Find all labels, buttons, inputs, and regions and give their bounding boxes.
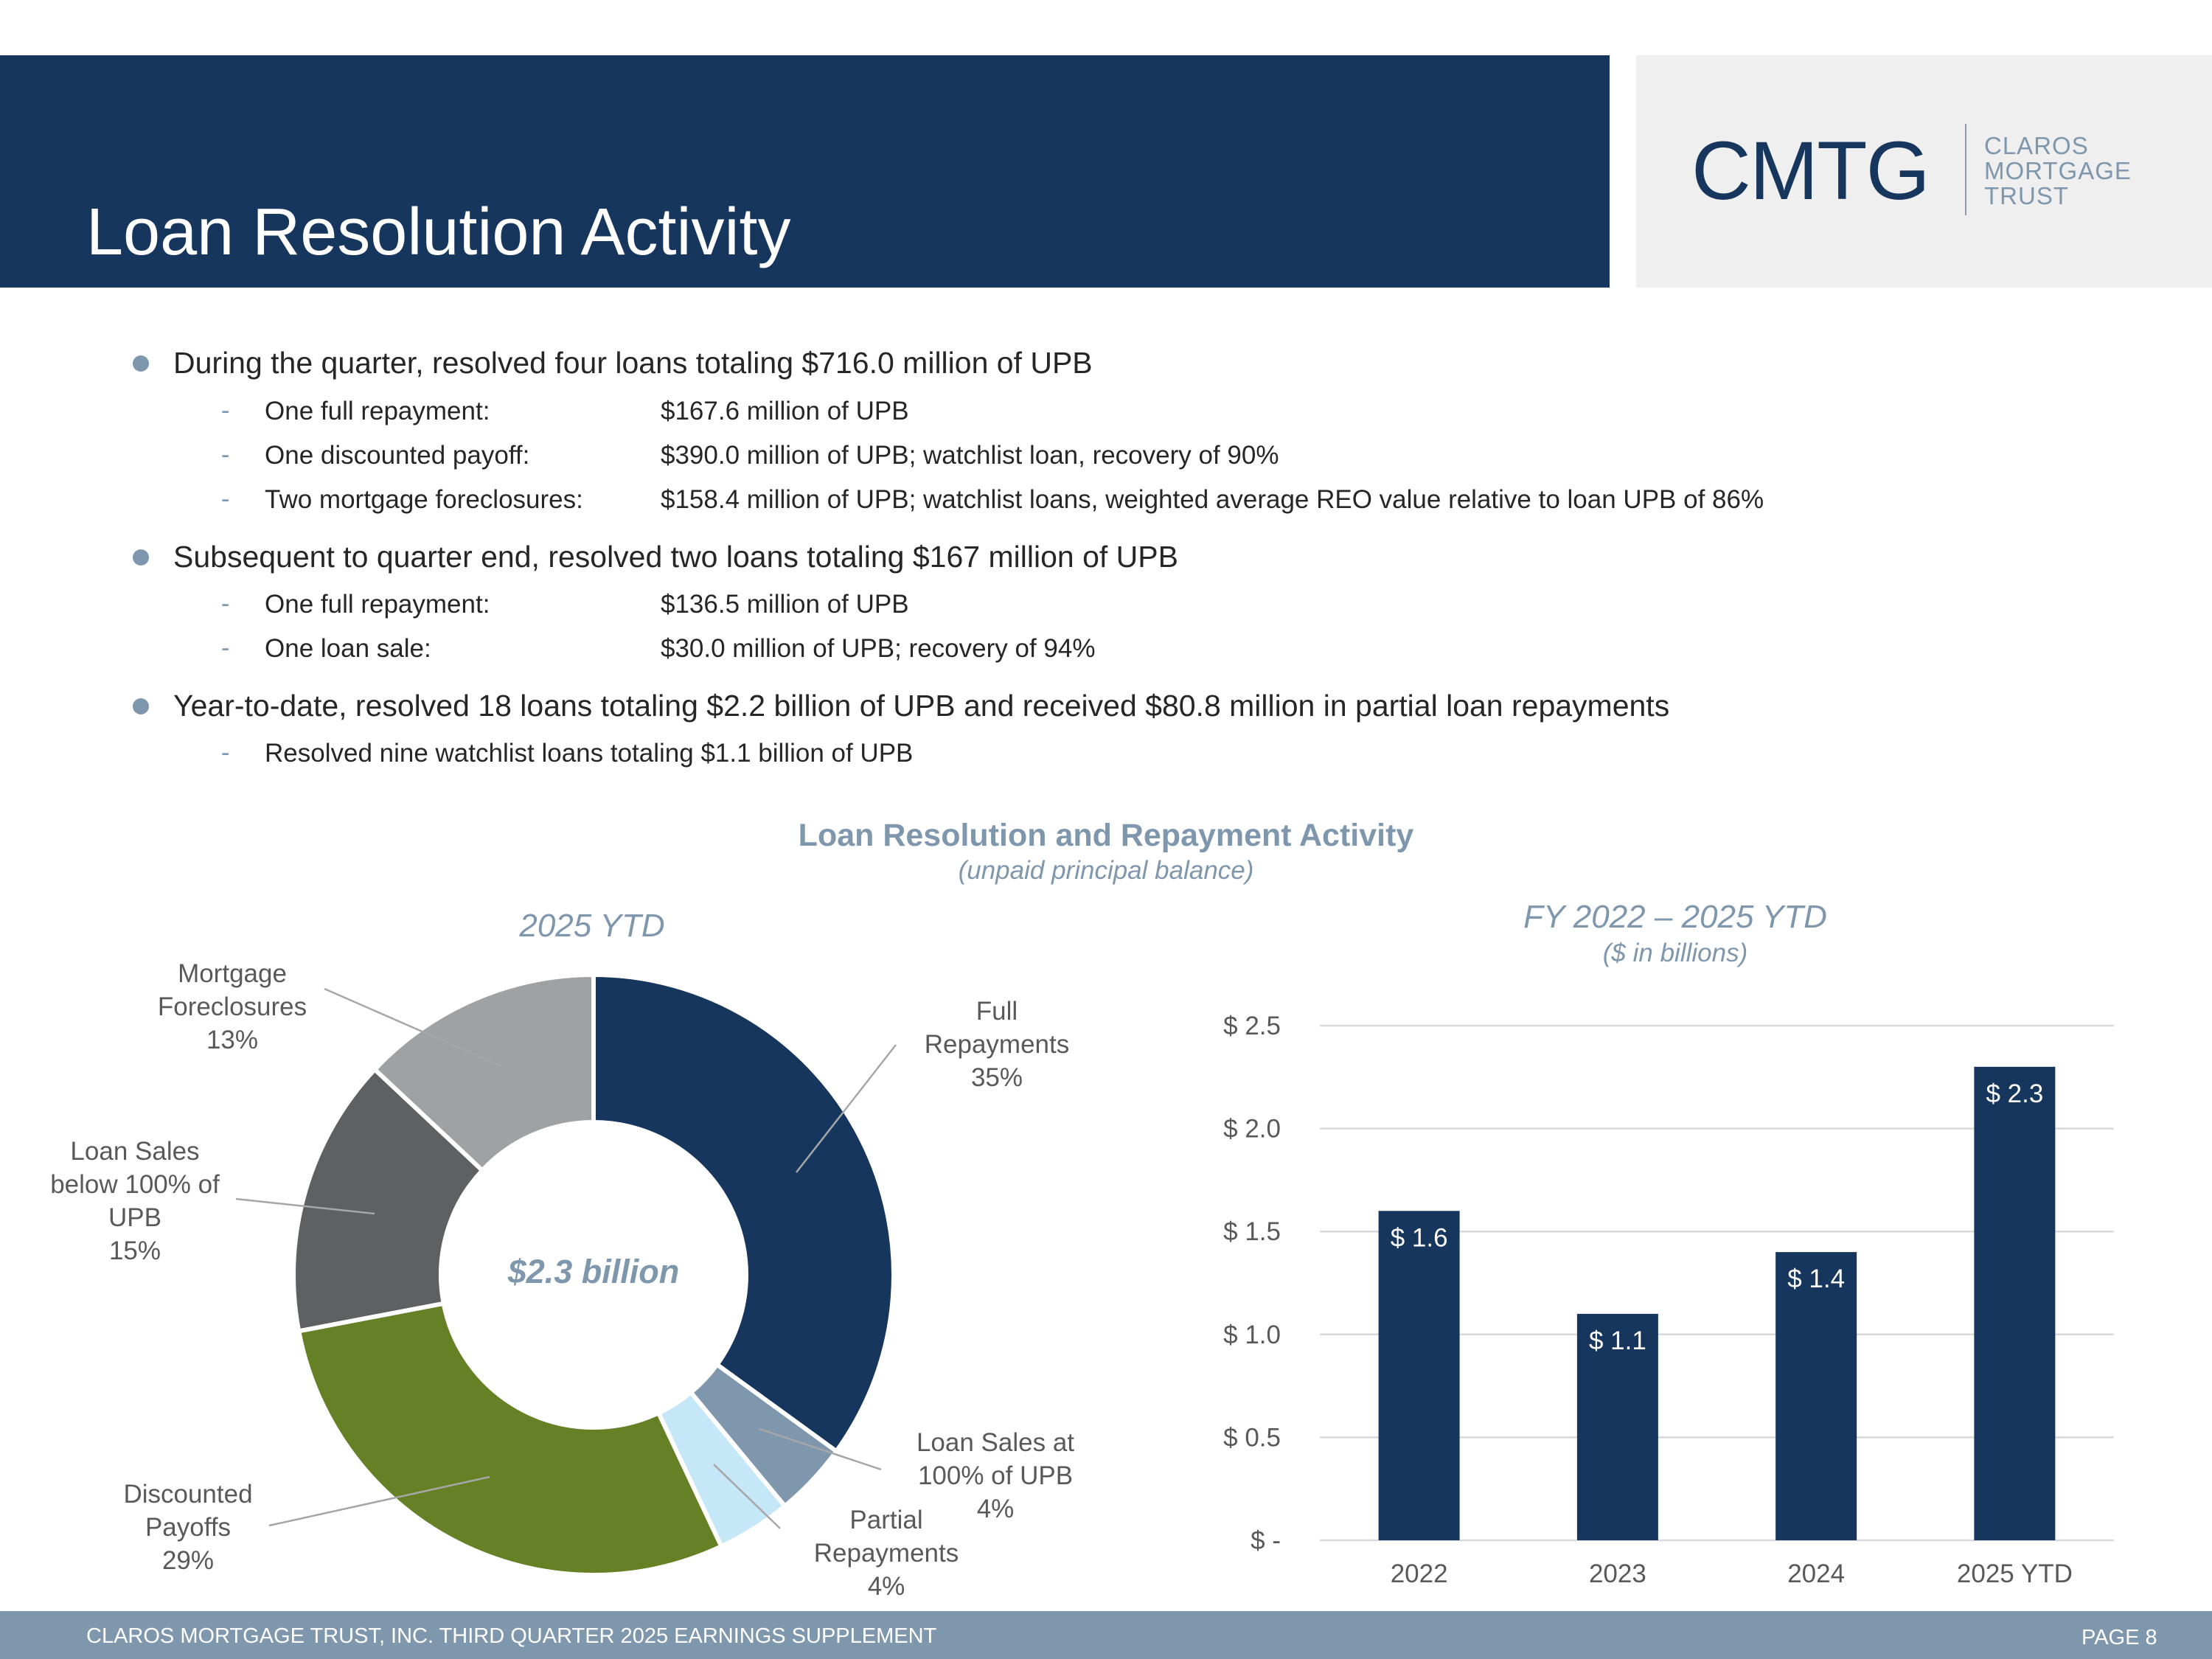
- bullet-text: Subsequent to quarter end, resolved two …: [173, 540, 1178, 574]
- bar-chart: $ - $ 0.5 $ 1.0 $ 1.5 $ 2.0 $ 2.5 $ 1.6 $ 1.1 $…: [1223, 1012, 2114, 1588]
- chart-section-subtitle: (unpaid principal balance): [958, 856, 1254, 885]
- leader-line: [235, 1197, 375, 1215]
- donut-center-label: $2.3 billion: [507, 1253, 680, 1290]
- logo-word-mortgage: MORTGAGE: [1984, 157, 2132, 184]
- y-tick-label: $ 1.5: [1223, 1217, 1281, 1246]
- x-tick-label: 2022: [1391, 1559, 1448, 1588]
- sub-detail: $167.6 million of UPB: [661, 397, 909, 425]
- page-title: Loan Resolution Activity: [86, 195, 791, 269]
- y-tick-label: $ 2.5: [1223, 1012, 1281, 1040]
- bullet-text: Year-to-date, resolved 18 loans totaling…: [173, 689, 1670, 723]
- logo-word-trust: TRUST: [1984, 182, 2069, 209]
- leader-line: [759, 1427, 882, 1471]
- bar-chart-title: FY 2022 – 2025 YTD: [1523, 899, 1827, 935]
- logo-panel: [1636, 55, 2212, 288]
- leader-line: [324, 987, 502, 1068]
- bullet-text: During the quarter, resolved four loans …: [173, 346, 1093, 380]
- donut-slice: [372, 972, 596, 1174]
- donut-slice-label: Discounted Payoffs 29%: [123, 1480, 252, 1575]
- donut-slice-label: Mortgage Foreclosures 13%: [158, 959, 307, 1054]
- bar: [1378, 1211, 1460, 1540]
- dash-marker: -: [221, 485, 230, 513]
- donut-chart: Full Repayments 35% Loan Sales at 100% of UP…: [50, 959, 1074, 1601]
- sub-label: One loan sale:: [265, 634, 431, 663]
- sub-label: Resolved nine watchlist loans totaling $…: [265, 739, 914, 768]
- sub-label: One discounted payoff:: [265, 441, 530, 470]
- x-tick-label: 2024: [1787, 1559, 1845, 1588]
- sub-label: One full repayment:: [265, 590, 490, 619]
- sub-detail: $158.4 million of UPB; watchlist loans, …: [661, 485, 1764, 514]
- title-banner: [0, 55, 1610, 288]
- bullet-dot: [133, 698, 149, 714]
- dash-marker: -: [221, 739, 230, 767]
- bar-value-label: $ 1.6: [1391, 1223, 1448, 1252]
- bullet-dot: [133, 355, 149, 372]
- donut-slice-label: Full Repayments 35%: [925, 997, 1069, 1092]
- sub-label: Two mortgage foreclosures:: [265, 485, 583, 514]
- dash-marker: -: [221, 590, 230, 618]
- x-tick-label: 2023: [1589, 1559, 1646, 1588]
- x-tick-label: 2025 YTD: [1957, 1559, 2073, 1588]
- page-number: PAGE 8: [2081, 1626, 2157, 1649]
- y-tick-label: $ 1.0: [1223, 1321, 1281, 1349]
- bullet-dot: [133, 549, 149, 566]
- donut-slice: [591, 972, 896, 1455]
- y-tick-label: $ 2.0: [1223, 1115, 1281, 1144]
- bar: [1974, 1066, 2056, 1540]
- bar: [1576, 1313, 1658, 1540]
- chart-section-title: Loan Resolution and Repayment Activity: [798, 818, 1414, 853]
- logo-word-claros: CLAROS: [1984, 132, 2089, 159]
- footer-band: [0, 1611, 2212, 1659]
- dash-marker: -: [221, 634, 230, 662]
- sub-detail: $390.0 million of UPB; watchlist loan, r…: [661, 441, 1279, 470]
- leader-line: [796, 1044, 897, 1173]
- dash-marker: -: [221, 441, 230, 469]
- donut-slice-label: Loan Sales below 100% of UPB 15%: [50, 1137, 220, 1265]
- donut-slice: [296, 1301, 725, 1577]
- y-tick-label: $ -: [1251, 1526, 1281, 1555]
- y-tick-label: $ 0.5: [1223, 1423, 1281, 1452]
- logo-divider: [1965, 124, 1966, 215]
- sub-detail: $30.0 million of UPB; recovery of 94%: [661, 634, 1096, 663]
- leader-line: [268, 1475, 490, 1527]
- donut-chart-title: 2025 YTD: [519, 908, 665, 944]
- donut-slice-label: Partial Repayments 4%: [814, 1506, 959, 1601]
- bar-value-label: $ 1.4: [1787, 1265, 1845, 1293]
- sub-detail: $136.5 million of UPB: [661, 590, 909, 619]
- bar-value-label: $ 1.1: [1589, 1326, 1646, 1355]
- sub-label: One full repayment:: [265, 397, 490, 425]
- logo-mark: CMTG: [1691, 125, 1930, 217]
- bar: [1775, 1252, 1857, 1540]
- dash-marker: -: [221, 397, 230, 425]
- donut-slice-label: Loan Sales at 100% of UPB 4%: [917, 1428, 1074, 1523]
- bar-value-label: $ 2.3: [1986, 1079, 2043, 1108]
- donut-slice: [291, 1066, 486, 1334]
- leader-line: [713, 1464, 781, 1529]
- footer-text: CLAROS MORTGAGE TRUST, INC. THIRD QUARTE…: [86, 1624, 937, 1648]
- bar-chart-subtitle: ($ in billions): [1602, 939, 1748, 967]
